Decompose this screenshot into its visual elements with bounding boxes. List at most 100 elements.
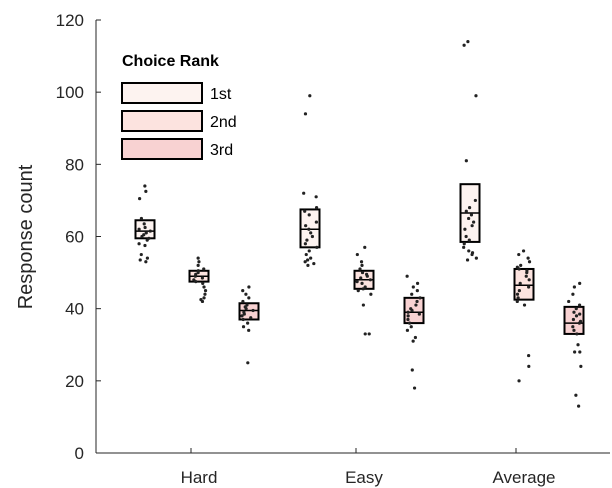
data-point: [515, 299, 519, 304]
legend-label-2nd: 2nd: [210, 114, 237, 131]
data-point: [571, 317, 576, 322]
data-point: [304, 224, 308, 228]
data-point: [314, 195, 318, 199]
x-tick-label: Hard: [181, 468, 218, 487]
data-point: [137, 227, 141, 231]
y-tick-label: 40: [65, 300, 84, 319]
data-point: [240, 314, 244, 318]
data-point: [356, 289, 360, 293]
data-point: [314, 220, 318, 224]
data-point: [578, 350, 582, 354]
data-point: [474, 256, 478, 260]
data-point: [571, 325, 575, 329]
data-point: [199, 298, 203, 302]
data-point: [467, 206, 472, 210]
data-point: [519, 263, 523, 267]
data-point: [466, 40, 470, 44]
data-point: [251, 308, 255, 313]
data-point: [312, 261, 316, 266]
data-point: [304, 252, 308, 257]
data-point: [368, 278, 372, 282]
data-point: [410, 292, 414, 296]
data-point: [314, 206, 319, 210]
data-point: [567, 299, 571, 304]
data-point: [355, 252, 359, 257]
data-point: [409, 325, 413, 329]
data-point: [139, 252, 143, 257]
data-point: [143, 225, 147, 230]
legend-swatch-1st: [121, 82, 203, 104]
boxes: [134, 183, 585, 335]
legend-title: Choice Rank: [122, 53, 219, 70]
data-point: [463, 227, 467, 231]
data-point: [415, 289, 419, 293]
data-point: [464, 209, 468, 213]
data-point: [575, 332, 579, 336]
data-point: [143, 243, 147, 248]
data-point: [467, 216, 471, 221]
data-point: [517, 289, 521, 293]
data-point: [360, 263, 364, 267]
legend: Choice Rank 1st 2nd 3rd: [121, 53, 237, 160]
data-point: [572, 310, 576, 314]
data-point: [415, 281, 420, 286]
data-point: [472, 220, 476, 224]
data-point: [518, 281, 522, 286]
data-point: [143, 184, 147, 188]
data-point: [246, 321, 250, 325]
data-point: [405, 328, 410, 332]
data-point: [408, 321, 412, 325]
data-point: [474, 94, 478, 98]
data-point: [193, 274, 197, 278]
data-point: [521, 249, 526, 253]
data-point: [315, 245, 319, 249]
data-point: [202, 285, 206, 289]
data-point: [574, 393, 578, 397]
data-point: [367, 332, 371, 336]
data-point: [358, 267, 362, 271]
y-tick-label: 20: [65, 372, 84, 391]
data-point: [307, 227, 311, 231]
data-point: [577, 321, 582, 325]
data-point: [469, 213, 474, 217]
data-point: [241, 299, 245, 304]
data-point: [577, 303, 582, 307]
data-point: [305, 238, 309, 242]
data-point: [241, 325, 246, 329]
data-point: [405, 274, 409, 278]
data-point: [464, 234, 468, 239]
data-point: [415, 299, 419, 304]
data-point: [144, 231, 148, 235]
data-point: [360, 270, 365, 275]
data-point: [303, 209, 307, 213]
data-point: [202, 267, 206, 271]
data-point: [527, 278, 531, 282]
data-point: [365, 274, 369, 278]
data-point: [572, 328, 576, 332]
data-point: [526, 256, 530, 260]
data-point: [406, 314, 410, 318]
data-point: [417, 312, 421, 316]
data-point: [303, 242, 307, 246]
data-point: [242, 312, 246, 316]
data-point: [138, 258, 142, 262]
data-point: [241, 317, 245, 322]
data-point: [527, 260, 532, 264]
y-tick-label: 60: [65, 228, 84, 247]
data-point: [359, 276, 363, 280]
data-point: [525, 270, 529, 275]
data-point: [306, 258, 310, 262]
data-point: [361, 303, 365, 307]
data-point: [467, 249, 471, 253]
data-point: [462, 245, 466, 249]
data-point: [355, 280, 359, 284]
data-point: [201, 281, 205, 286]
data-point: [411, 339, 415, 343]
data-point: [517, 267, 521, 271]
data-point: [574, 307, 578, 311]
data-point: [310, 234, 315, 239]
data-point: [578, 312, 582, 316]
data-point: [139, 216, 144, 221]
data-point: [418, 296, 422, 300]
data-point: [579, 364, 583, 368]
